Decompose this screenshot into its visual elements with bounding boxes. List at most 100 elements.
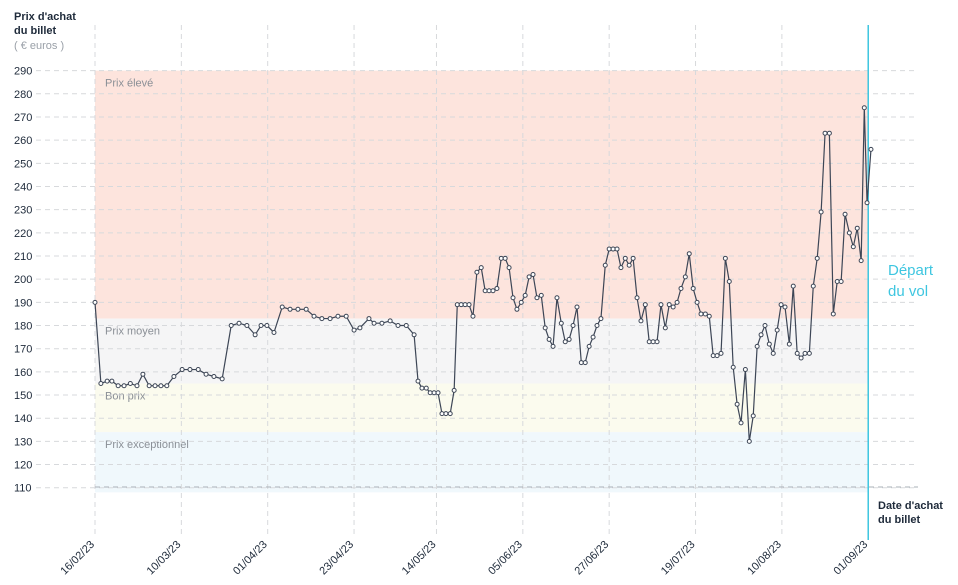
point xyxy=(678,285,684,291)
point xyxy=(258,323,264,329)
point xyxy=(810,283,816,289)
point xyxy=(271,329,277,335)
x-axis-title: Date d'achat du billet xyxy=(878,500,943,526)
point xyxy=(295,306,301,312)
point xyxy=(518,299,524,305)
x-tick-label: 01/09/23 xyxy=(832,539,871,578)
point xyxy=(762,323,768,329)
point xyxy=(746,438,752,444)
x-tick-label: 01/04/23 xyxy=(231,539,270,578)
y-tick-label: 290 xyxy=(14,66,32,78)
x-tick-label: 19/07/23 xyxy=(659,539,698,578)
point xyxy=(806,350,812,356)
point xyxy=(454,302,460,308)
point xyxy=(423,385,429,391)
point xyxy=(462,302,468,308)
y-tick-label: 220 xyxy=(14,228,32,240)
point xyxy=(814,255,820,261)
point xyxy=(834,279,840,284)
point xyxy=(861,105,867,111)
point xyxy=(582,360,588,366)
point xyxy=(451,387,457,393)
point xyxy=(395,323,401,329)
point xyxy=(730,364,736,370)
point xyxy=(287,306,293,312)
x-tick-label: 16/02/23 xyxy=(58,539,97,578)
point xyxy=(602,262,608,268)
point xyxy=(750,413,756,419)
price-band xyxy=(95,70,869,319)
point xyxy=(826,130,832,136)
point xyxy=(734,401,740,407)
point xyxy=(115,383,121,389)
point xyxy=(634,295,640,301)
point xyxy=(279,304,285,310)
x-tick-label: 10/03/23 xyxy=(145,539,184,578)
point xyxy=(802,350,808,356)
point xyxy=(868,146,874,152)
y-tick-label: 240 xyxy=(14,181,32,193)
point xyxy=(109,378,115,384)
point xyxy=(534,295,540,301)
point xyxy=(466,302,472,308)
x-tick-label: 27/06/23 xyxy=(573,539,612,578)
point xyxy=(658,302,664,308)
point xyxy=(690,285,696,291)
point xyxy=(726,279,732,284)
point xyxy=(98,380,104,386)
point xyxy=(219,376,225,382)
point xyxy=(187,367,193,373)
point xyxy=(586,343,592,349)
point xyxy=(498,255,504,261)
y-tick-label: 130 xyxy=(14,436,32,448)
y-tick-label: 170 xyxy=(14,344,32,356)
y-axis-unit: ( € euros ) xyxy=(14,40,65,52)
point xyxy=(458,302,464,308)
point xyxy=(522,292,528,298)
point xyxy=(311,313,317,319)
point xyxy=(357,325,363,331)
point xyxy=(698,311,704,317)
point xyxy=(794,350,800,356)
point xyxy=(351,327,357,333)
price-band xyxy=(95,432,869,493)
point xyxy=(486,288,492,294)
point xyxy=(264,323,270,329)
point xyxy=(722,255,728,261)
point xyxy=(702,311,708,317)
point xyxy=(319,316,325,322)
price-line xyxy=(94,107,872,442)
point xyxy=(171,374,177,380)
point xyxy=(127,380,133,386)
x-tick-label: 05/06/23 xyxy=(486,539,525,578)
y-axis-title: Prix d'achat du billet xyxy=(14,11,76,37)
point xyxy=(614,246,620,252)
point xyxy=(650,339,656,345)
band-label: Prix exceptionnel xyxy=(105,439,189,451)
y-tick-label: 180 xyxy=(14,321,32,333)
x-tick-label: 23/04/23 xyxy=(317,539,356,578)
point xyxy=(682,274,688,280)
point xyxy=(790,283,796,289)
point xyxy=(494,285,500,291)
point xyxy=(858,258,864,264)
point xyxy=(203,371,209,377)
point xyxy=(550,343,556,349)
point xyxy=(822,130,828,136)
point xyxy=(419,385,425,391)
point xyxy=(530,272,536,278)
band-label: Bon prix xyxy=(105,390,146,402)
point xyxy=(506,265,512,271)
point xyxy=(630,255,636,261)
point xyxy=(211,374,217,380)
point xyxy=(134,383,140,389)
point xyxy=(343,313,349,319)
point xyxy=(830,311,836,317)
point xyxy=(670,304,676,310)
point xyxy=(694,299,700,305)
point xyxy=(490,288,496,294)
point xyxy=(850,244,856,250)
point xyxy=(411,332,417,338)
point xyxy=(558,320,564,326)
y-tick-label: 270 xyxy=(14,112,32,124)
